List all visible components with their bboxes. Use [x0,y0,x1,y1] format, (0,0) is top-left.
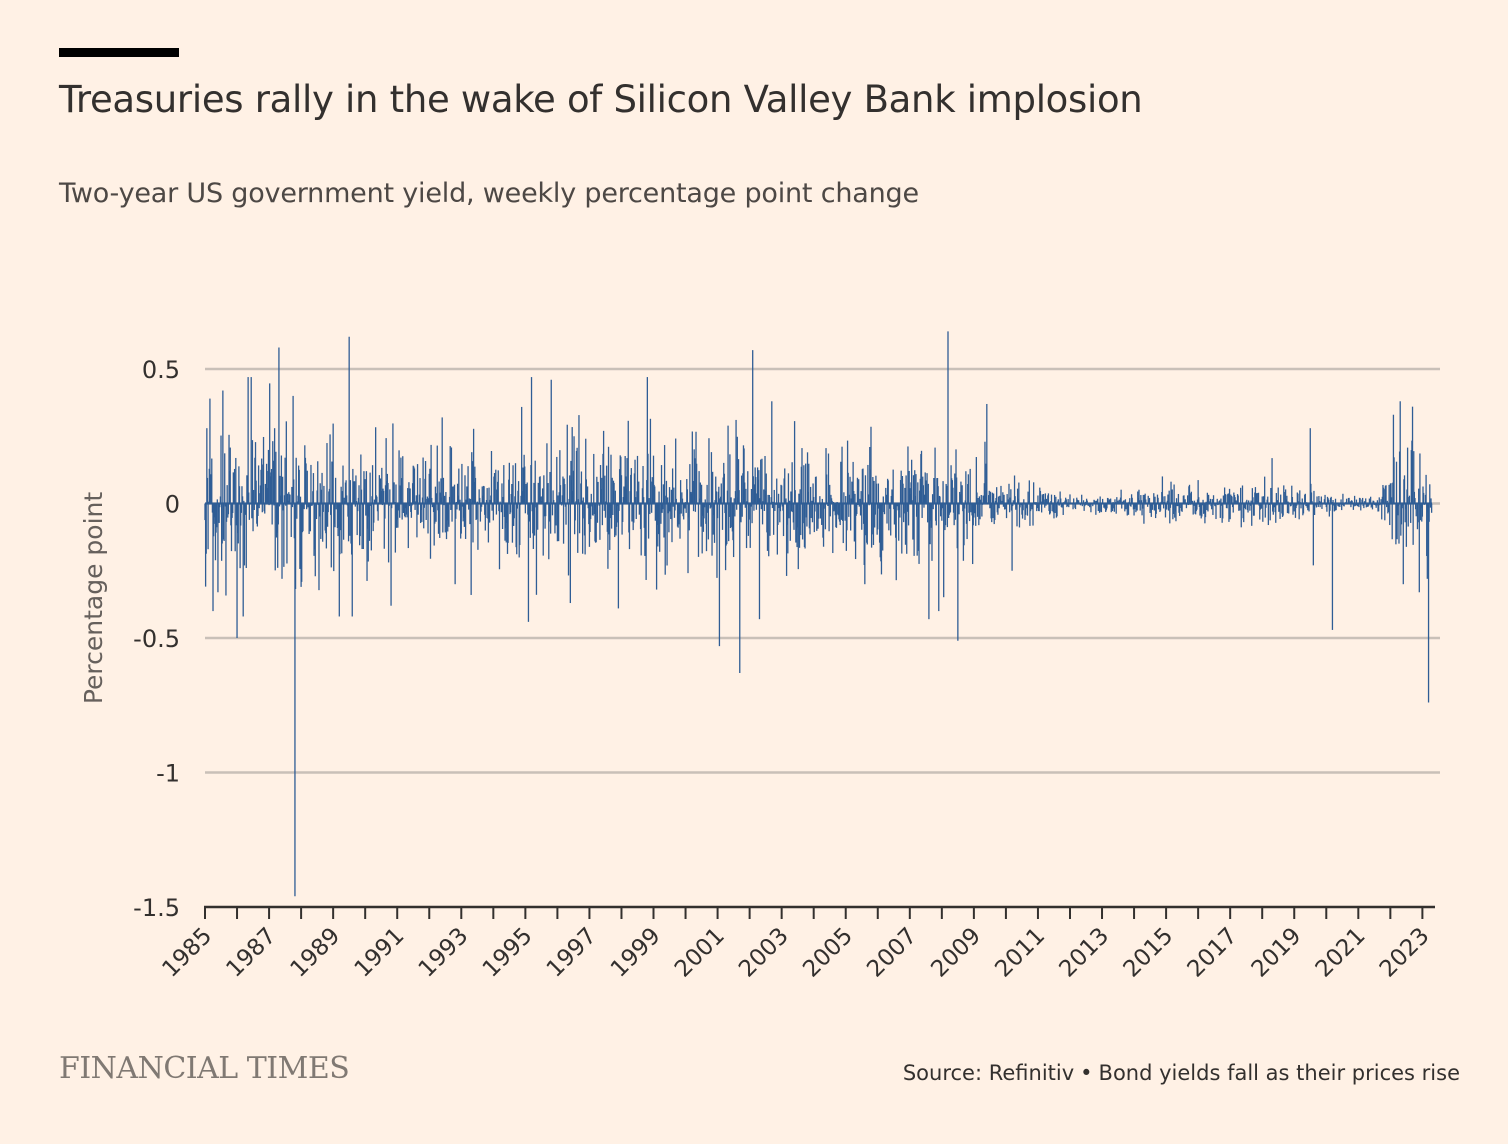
brand-logo: FINANCIAL TIMES [59,1051,350,1086]
x-tick-label: 2023 [1375,923,1435,983]
x-tick-label: 1993 [414,923,474,983]
y-tick-label: -1.5 [133,894,180,922]
title-accent-bar [59,48,179,57]
y-tick-label: 0.5 [142,356,180,384]
x-axis-labels: 1985 1987 1989 1991 1993 1995 1997 1999 2001 2003… [157,923,1434,983]
x-tick-label: 2001 [670,923,730,983]
chart-subtitle: Two-year US government yield, weekly per… [59,178,919,209]
x-tick-label: 1991 [350,923,410,983]
x-tick-label: 2009 [926,923,986,983]
x-tick-label: 1995 [478,923,538,983]
x-tick-label: 2019 [1247,923,1307,983]
x-tick-label: 2007 [862,923,922,983]
x-tick-label: 1985 [157,923,217,983]
y-tick-label: 0 [165,491,180,519]
gridlines [205,367,1440,774]
source-footnote: Bond yields fall as their prices rise [1098,1061,1460,1085]
y-axis-title: Percentage point [79,492,108,705]
source-note: Source: Refinitiv • Bond yields fall as th… [903,1061,1460,1085]
y-axis-labels: 0.5 0 -0.5 -1 -1.5 [133,356,180,922]
source-separator: • [1080,1061,1093,1085]
x-tick-label: 1997 [542,923,602,983]
x-tick-label: 1987 [222,923,282,983]
x-tick-label: 2021 [1311,923,1371,983]
series-bars [204,331,1433,897]
x-tick-label: 2011 [990,923,1050,983]
x-tick-label: 1999 [606,923,666,983]
chart-title: Treasuries rally in the wake of Silicon … [59,78,1143,121]
x-tick-label: 2013 [1054,923,1114,983]
x-tick-label: 2005 [798,923,858,983]
y-tick-label: -1 [156,760,180,788]
x-axis [204,905,1435,919]
x-tick-label: 2015 [1119,923,1179,983]
source-text: Source: Refinitiv [902,1061,1075,1085]
x-tick-label: 1989 [286,923,346,983]
y-tick-label: -0.5 [133,625,180,653]
x-tick-label: 2003 [734,923,794,983]
x-tick-label: 2017 [1183,923,1243,983]
